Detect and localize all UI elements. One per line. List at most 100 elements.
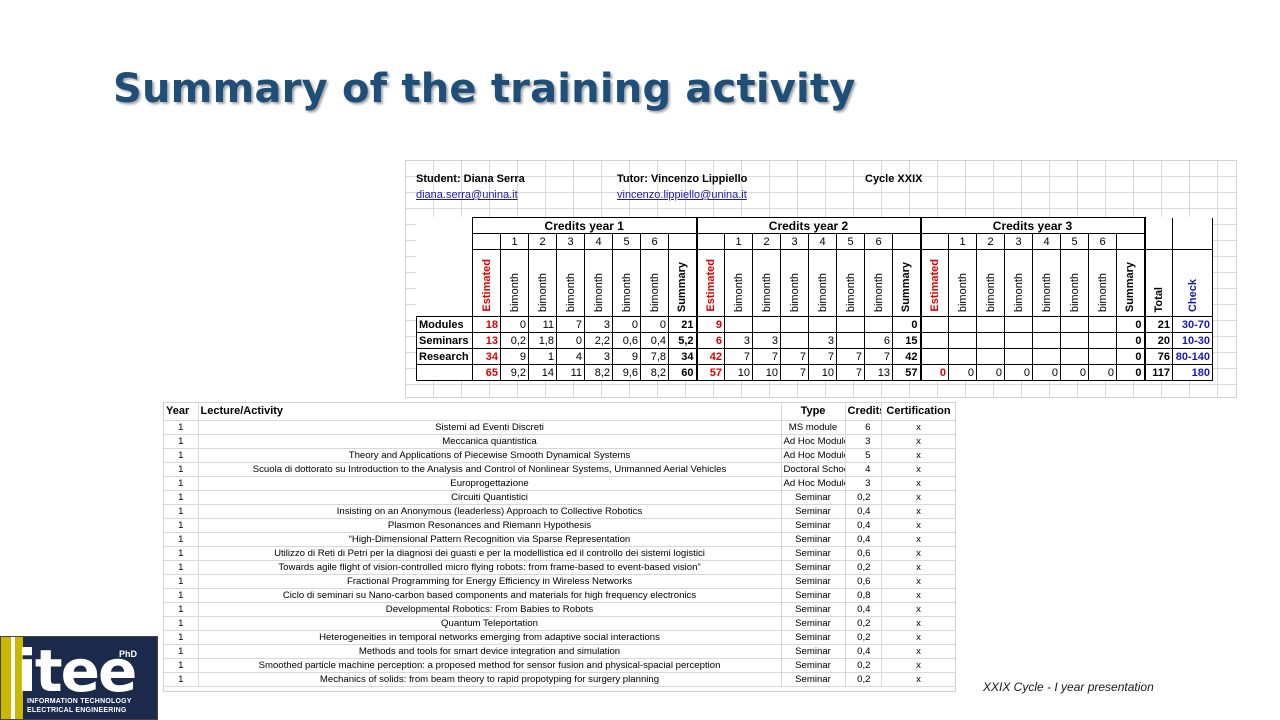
summary-value-cell: 9,2 bbox=[500, 364, 529, 381]
activity-credits: 0,2 bbox=[845, 560, 882, 575]
summary-value-cell bbox=[920, 348, 949, 365]
activity-year: 1 bbox=[164, 420, 199, 435]
activity-row: 1 Ciclo di seminari su Nano-carbon based … bbox=[164, 588, 955, 603]
summary-value-cell: 4 bbox=[556, 348, 585, 365]
summary-number-cell bbox=[668, 233, 698, 250]
activity-row: 1 Mechanics of solids: from beam theory t… bbox=[164, 672, 955, 687]
summary-value-cell: 0 bbox=[1004, 364, 1033, 381]
row-total: 21 bbox=[1144, 316, 1173, 333]
activity-type: Seminar bbox=[781, 602, 846, 617]
summary-value-cell bbox=[920, 332, 949, 349]
summary-value-cell: 0 bbox=[500, 316, 529, 333]
activity-lecture: Utilizzo di Reti di Petri per la diagnos… bbox=[198, 546, 782, 561]
summary-value-cell: 0 bbox=[1032, 364, 1061, 381]
bimonth-header: bimonth bbox=[500, 249, 529, 317]
summary-value-cell: 7 bbox=[724, 348, 753, 365]
check-header: Check bbox=[1172, 249, 1213, 317]
summary-value-cell: 15 bbox=[892, 332, 922, 349]
summary-value-cell bbox=[780, 316, 809, 333]
activity-header-row: Year Lecture/Activity Type Credits Certi… bbox=[164, 403, 955, 421]
summary-value-cell: 3 bbox=[584, 316, 613, 333]
tutor-name: Tutor: Vincenzo Lippiello bbox=[617, 173, 748, 185]
summary-value-cell: 1 bbox=[528, 348, 557, 365]
activity-lecture: Mechanics of solids: from beam theory to… bbox=[198, 672, 782, 687]
bimonth-header-text: bimonth bbox=[732, 272, 745, 312]
activity-credits: 0,4 bbox=[845, 504, 882, 519]
logo-line-1: INFORMATION TECHNOLOGY bbox=[27, 698, 132, 705]
estimated-header-text: Estimated bbox=[480, 259, 493, 312]
summary-header: Summary bbox=[892, 249, 922, 317]
activity-year: 1 bbox=[164, 574, 199, 589]
bimonth-header: bimonth bbox=[1088, 249, 1117, 317]
summary-header: Summary bbox=[668, 249, 698, 317]
summary-value-cell: 3 bbox=[724, 332, 753, 349]
activity-credits: 0,6 bbox=[845, 574, 882, 589]
summary-value-cell: 0 bbox=[612, 316, 641, 333]
activity-year: 1 bbox=[164, 588, 199, 603]
bimonth-header-text: bimonth bbox=[1068, 272, 1081, 312]
summary-value-cell: 10 bbox=[808, 364, 837, 381]
activity-row: 1 “High-Dimensional Pattern Recognition v… bbox=[164, 532, 955, 547]
activity-credits: 3 bbox=[845, 434, 882, 449]
activity-type: Seminar bbox=[781, 518, 846, 533]
activity-type: Seminar bbox=[781, 630, 846, 645]
activity-type: Seminar bbox=[781, 672, 846, 687]
summary-value-cell bbox=[724, 316, 753, 333]
activity-cert: x bbox=[881, 630, 955, 645]
row-total: 76 bbox=[1144, 348, 1173, 365]
bimonth-number: 3 bbox=[780, 233, 809, 250]
bimonth-header-text: bimonth bbox=[872, 272, 885, 312]
bimonth-number: 2 bbox=[976, 233, 1005, 250]
year-header: Credits year 3 bbox=[920, 217, 1146, 234]
activity-type: Seminar bbox=[781, 644, 846, 659]
summary-value-cell: 6 bbox=[696, 332, 725, 349]
summary-value-cell: 0 bbox=[1116, 348, 1146, 365]
activity-row: 1 Developmental Robotics: From Babies to … bbox=[164, 602, 955, 617]
summary-value-cell: 13 bbox=[472, 332, 501, 349]
row-check: 80-140 bbox=[1172, 348, 1213, 365]
bimonth-header-text: bimonth bbox=[816, 272, 829, 312]
activity-type: Seminar bbox=[781, 490, 846, 505]
estimated-header-text: Estimated bbox=[704, 259, 717, 312]
bimonth-header-text: bimonth bbox=[648, 272, 661, 312]
summary-value-cell: 7 bbox=[556, 316, 585, 333]
bimonth-number: 4 bbox=[1032, 233, 1061, 250]
summary-value-cell bbox=[836, 316, 865, 333]
activity-cert: x bbox=[881, 602, 955, 617]
activity-cert: x bbox=[881, 476, 955, 491]
activity-row: 1 Heterogeneities in temporal networks em… bbox=[164, 630, 955, 645]
activity-credits: 0,4 bbox=[845, 602, 882, 617]
activity-type: Doctoral School bbox=[781, 462, 846, 477]
summary-value-cell: 0,2 bbox=[500, 332, 529, 349]
total-header: Total bbox=[1144, 249, 1173, 317]
activity-row: 1 Quantum Teleportation Seminar 0,2 x bbox=[164, 616, 955, 631]
summary-value-cell bbox=[1088, 316, 1117, 333]
header-credits: Credits bbox=[845, 403, 882, 421]
bimonth-header: bimonth bbox=[780, 249, 809, 317]
student-email-link[interactable]: diana.serra@unina.it bbox=[416, 189, 518, 201]
summary-value-cell: 3 bbox=[808, 332, 837, 349]
summary-vertical-header-row: Estimated bimonth bimonth bimonth bimonth bim… bbox=[417, 249, 1213, 317]
activity-type: Seminar bbox=[781, 504, 846, 519]
bimonth-header: bimonth bbox=[808, 249, 837, 317]
summary-value-cell bbox=[780, 332, 809, 349]
summary-value-cell: 60 bbox=[668, 364, 698, 381]
activity-list-sheet: Year Lecture/Activity Type Credits Certi… bbox=[163, 402, 956, 692]
bimonth-header-text: bimonth bbox=[1040, 272, 1053, 312]
bimonth-header-text: bimonth bbox=[760, 272, 773, 312]
row-total: 117 bbox=[1144, 364, 1173, 381]
activity-cert: x bbox=[881, 448, 955, 463]
summary-value-cell bbox=[1060, 348, 1089, 365]
activity-cert: x bbox=[881, 518, 955, 533]
activity-type: Seminar bbox=[781, 616, 846, 631]
summary-data-row: Research 34 9 1 4 3 9 7,8 34 42 7 7 7 7 7 7 42 0 76 80-140 bbox=[416, 348, 1213, 365]
activity-credits: 0,4 bbox=[845, 518, 882, 533]
summary-number-cell bbox=[1116, 233, 1146, 250]
activity-year: 1 bbox=[164, 672, 199, 687]
summary-value-cell: 34 bbox=[472, 348, 501, 365]
activity-row: 1 Europrogettazione Ad Hoc Module 3 x bbox=[164, 476, 955, 491]
bimonth-number: 2 bbox=[752, 233, 781, 250]
summary-value-cell bbox=[1032, 316, 1061, 333]
tutor-email-link[interactable]: vincenzo.lippiello@unina.it bbox=[617, 189, 747, 201]
summary-value-cell: 0 bbox=[1116, 364, 1146, 381]
